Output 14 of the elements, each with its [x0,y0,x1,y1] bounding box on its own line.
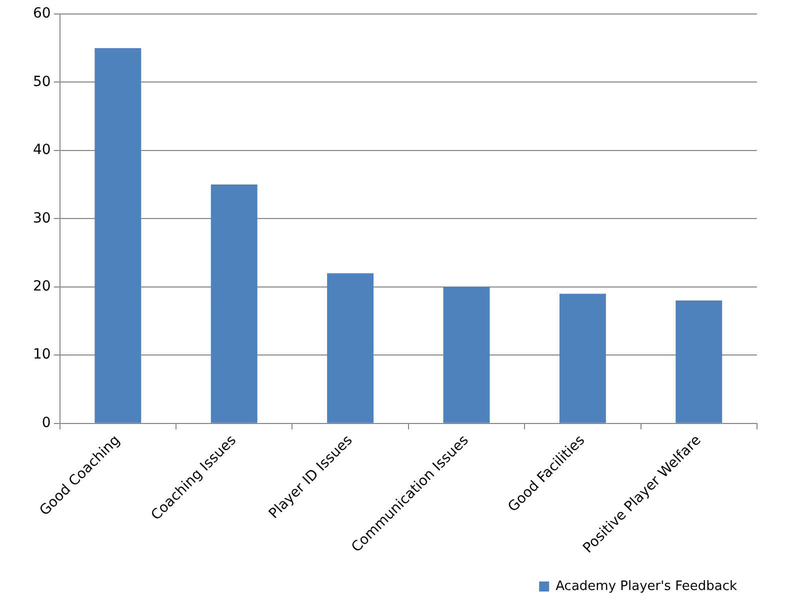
bar [559,294,606,423]
y-tick-label: 20 [32,278,51,295]
y-tick-label: 40 [32,142,51,158]
bar [210,184,258,423]
y-tick-label: 60 [32,6,51,22]
y-tick-label: 50 [32,74,51,90]
y-tick-label: 10 [32,346,51,363]
bar [676,300,722,423]
legend-label: Academy Player's Feedback [556,578,738,594]
bar [443,286,490,423]
bar [327,273,374,423]
y-tick-label: 0 [42,414,51,431]
bar [94,48,142,423]
y-tick-label: 30 [32,210,51,226]
